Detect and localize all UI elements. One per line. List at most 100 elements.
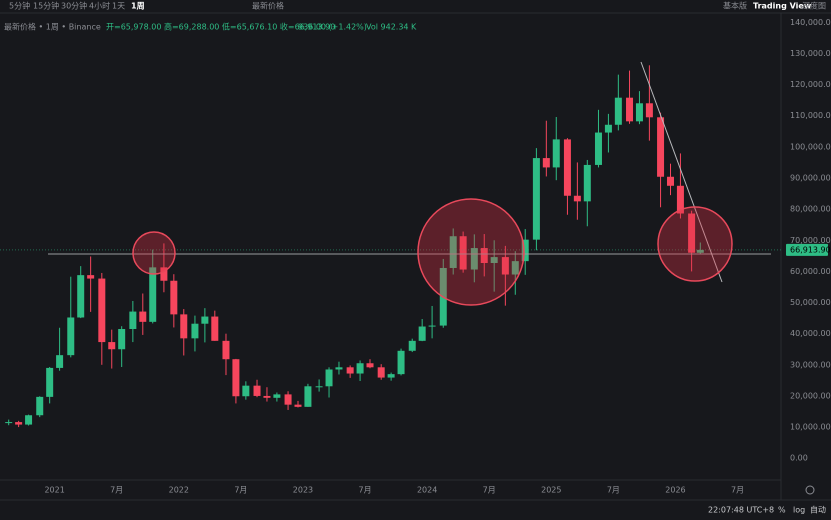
highlight-circle	[417, 198, 525, 306]
candle-body	[614, 97, 622, 125]
candle-body	[253, 385, 261, 396]
highlight-circle	[132, 231, 176, 275]
view-tab[interactable]: Trading View	[753, 2, 812, 11]
candle-body	[170, 280, 178, 315]
candle-body	[180, 314, 188, 339]
candle-body	[583, 164, 591, 202]
candle-body	[118, 329, 126, 350]
y-tick-label: 120,000.00	[790, 80, 831, 89]
option[interactable]: log	[793, 506, 805, 515]
candle-body	[635, 103, 643, 122]
candle-body	[418, 326, 426, 341]
symbol: 最新价格 • 1周 • Binance	[4, 22, 101, 32]
interval[interactable]: 1天	[112, 2, 125, 11]
x-tick-label: 7月	[483, 486, 496, 495]
candle-body	[191, 323, 199, 339]
candle-body	[397, 350, 405, 375]
y-tick-label: 70,000.00	[790, 236, 831, 245]
clock: 22:07:48 UTC+8	[708, 506, 774, 515]
candle-body	[657, 117, 665, 177]
candle-body	[77, 275, 85, 318]
candle-body	[25, 415, 33, 425]
last-price-label: 66,913.90	[790, 245, 831, 254]
candle-body	[676, 185, 684, 214]
candle-body	[688, 213, 696, 253]
candle-body	[552, 139, 560, 168]
candle-body	[325, 369, 333, 387]
y-tick-label: 110,000.00	[790, 111, 831, 120]
y-tick-label: 10,000.00	[790, 423, 831, 432]
candle-body	[542, 158, 550, 168]
candle-body	[408, 340, 416, 351]
candle-body	[211, 316, 219, 341]
interval[interactable]: 30分钟	[61, 1, 87, 11]
candle-body	[490, 257, 498, 264]
candle-body	[294, 404, 302, 407]
candle-body	[87, 275, 95, 279]
x-tick-label: 2026	[665, 486, 685, 495]
candle-body	[284, 394, 292, 405]
y-tick-label: 80,000.00	[790, 205, 831, 214]
candle-body	[273, 394, 281, 398]
interval[interactable]: 4小时	[89, 1, 110, 11]
candle-body	[160, 267, 168, 281]
option[interactable]: 自动	[810, 505, 826, 515]
candle-body	[346, 367, 354, 374]
candle-body	[666, 176, 674, 186]
y-tick-label: 50,000.00	[790, 298, 831, 307]
candle-body	[149, 267, 157, 322]
candle-body	[304, 386, 312, 407]
candle-body	[573, 195, 581, 202]
option[interactable]: %	[778, 506, 786, 515]
candle-body	[46, 367, 54, 397]
x-tick-label: 7月	[358, 486, 371, 495]
candle-body	[449, 236, 457, 268]
change: 936.00 (+1.42%)	[298, 23, 367, 32]
y-tick-label: 20,000.00	[790, 391, 831, 400]
candle-body	[366, 363, 374, 368]
candle-body	[470, 248, 478, 270]
candle-body	[242, 385, 250, 397]
candle-body	[201, 316, 209, 324]
interval-active[interactable]: 1周	[131, 2, 145, 11]
candle-body	[139, 311, 147, 322]
interval[interactable]: 15分钟	[33, 1, 59, 11]
y-tick-label: 30,000.00	[790, 360, 831, 369]
plot: 0.00 10,000.00 20,000.00 30,000.00 40,000.00…	[0, 18, 831, 495]
settings-icon[interactable]	[805, 485, 815, 495]
candle-body	[222, 340, 230, 360]
candle-body	[315, 386, 323, 388]
x-tick-label: 7月	[234, 486, 247, 495]
y-tick-label: 130,000.00	[790, 49, 831, 58]
ohlc: 开=65,978.00 高=69,288.00 低=65,676.10 收=66…	[106, 22, 335, 32]
toolbar: 5分钟 15分钟 30分钟 4小时 1天 1周 最新价格 基本版 Trading…	[9, 1, 826, 11]
candle-body	[377, 367, 385, 378]
x-tick-label: 7月	[110, 486, 123, 495]
y-tick-label: 60,000.00	[790, 267, 831, 276]
candle-body	[15, 422, 23, 425]
view-tab[interactable]: 深度图	[802, 1, 826, 11]
x-tick-label: 7月	[607, 486, 620, 495]
x-tick-label: 2024	[417, 486, 437, 495]
candle-body	[459, 236, 467, 270]
interval[interactable]: 5分钟	[9, 1, 30, 11]
candle-body	[129, 311, 137, 330]
candle-body	[511, 261, 519, 275]
candle-body	[696, 249, 704, 253]
x-tick-label: 2025	[541, 486, 561, 495]
last-price-tag	[786, 243, 828, 256]
candle-body	[480, 248, 488, 264]
candle-body	[594, 132, 602, 165]
candle-body	[108, 342, 116, 350]
y-tick-label: 90,000.00	[790, 174, 831, 183]
trend-line	[640, 61, 723, 283]
price-menu[interactable]: 最新价格	[252, 1, 284, 11]
candle-body	[532, 158, 540, 240]
candle-body	[563, 139, 571, 196]
candle-body	[5, 422, 13, 424]
view-tab[interactable]: 基本版	[723, 1, 747, 11]
candle-body	[36, 396, 44, 416]
x-tick-label: 7月	[731, 486, 744, 495]
